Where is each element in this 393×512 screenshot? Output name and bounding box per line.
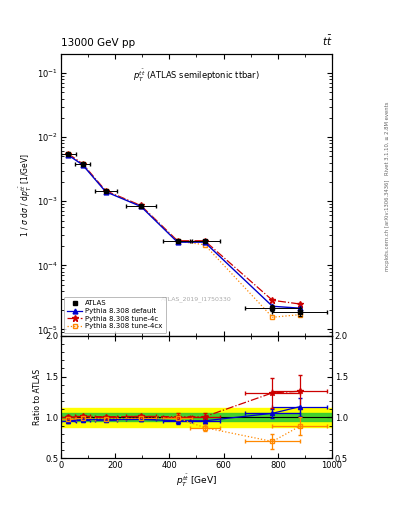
X-axis label: $p_T^{t\bar{t}}$ [GeV]: $p_T^{t\bar{t}}$ [GeV] [176, 473, 217, 489]
Y-axis label: Ratio to ATLAS: Ratio to ATLAS [33, 369, 42, 425]
Text: mcplots.cern.ch [arXiv:1306.3436]: mcplots.cern.ch [arXiv:1306.3436] [385, 180, 390, 271]
Y-axis label: 1 / $\sigma$ d$\sigma$ / d$p_T^{t\bar{t}}$ [1/GeV]: 1 / $\sigma$ d$\sigma$ / d$p_T^{t\bar{t}… [18, 153, 34, 237]
Text: ATLAS_2019_I1750330: ATLAS_2019_I1750330 [161, 296, 232, 302]
Text: $t\bar{t}$: $t\bar{t}$ [321, 33, 332, 48]
Text: 13000 GeV pp: 13000 GeV pp [61, 37, 135, 48]
Text: $p_T^{t\bar{t}}$ (ATLAS semileptonic ttbar): $p_T^{t\bar{t}}$ (ATLAS semileptonic ttb… [133, 68, 260, 84]
Text: Rivet 3.1.10, ≥ 2.8M events: Rivet 3.1.10, ≥ 2.8M events [385, 101, 390, 175]
Legend: ATLAS, Pythia 8.308 default, Pythia 8.308 tune-4c, Pythia 8.308 tune-4cx: ATLAS, Pythia 8.308 default, Pythia 8.30… [64, 297, 166, 333]
